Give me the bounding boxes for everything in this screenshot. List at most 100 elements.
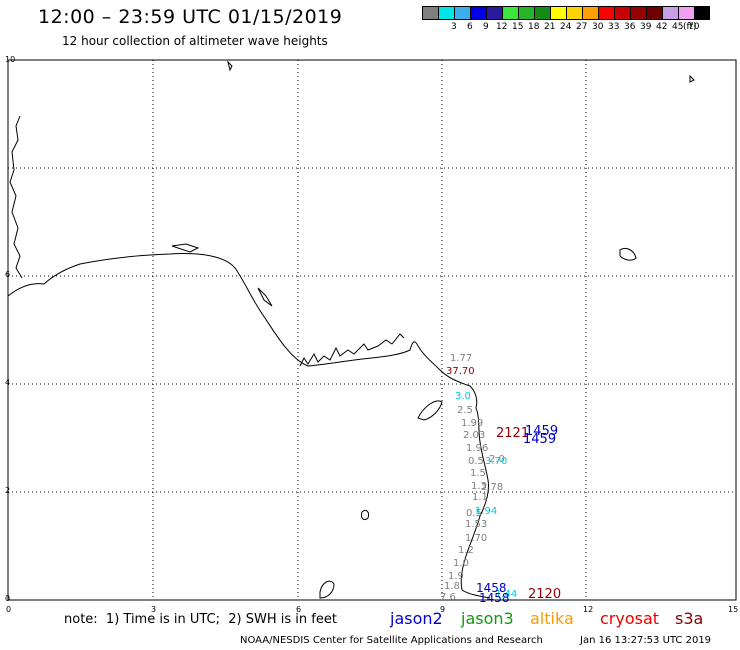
footer-note: note: 1) Time is in UTC; 2) SWH is in fe… <box>64 612 337 627</box>
credit-line: NOAA/NESDIS Center for Satellite Applica… <box>240 635 543 646</box>
island <box>319 580 335 599</box>
legend-swatch <box>486 6 502 20</box>
swh-label: 1.3 <box>471 481 487 492</box>
y-axis-labels: 0 2 4 6 10 <box>5 55 15 603</box>
satellite-s3a-label: s3a <box>675 609 704 628</box>
island <box>619 247 637 261</box>
swh-labels: 1.77 37.70 3.0 2.5 1.99 2.03 1.96 0.5 1.… <box>440 353 561 605</box>
legend-swatch <box>598 6 614 20</box>
swh-label: 1.5 <box>470 468 486 479</box>
legend-swatch <box>630 6 646 20</box>
legend-tick-label: 21 <box>544 22 556 32</box>
swh-label: 1458 <box>479 591 510 605</box>
swh-label: 1459 <box>523 432 556 447</box>
swh-label: 2.5 <box>457 405 473 416</box>
swh-label: 2.78 <box>481 482 503 493</box>
legend-swatch <box>454 6 470 20</box>
legend-swatch <box>502 6 518 20</box>
y-tick-label: 0 <box>5 594 10 603</box>
island <box>361 509 369 521</box>
legend-swatch <box>438 6 454 20</box>
swh-label: 2.0 <box>489 454 505 465</box>
legend-swatch <box>614 6 630 20</box>
x-tick-label: 15 <box>728 605 738 614</box>
satellite-jason2-label: jason2 <box>390 609 443 628</box>
x-tick-label: 9 <box>440 605 445 614</box>
swh-label: 7.6 <box>440 592 456 603</box>
satellite-altika-label: altika <box>530 609 574 628</box>
swh-label: 3.0 <box>455 391 471 402</box>
map-title: 12:00 – 23:59 UTC 01/15/2019 <box>38 6 343 28</box>
legend-tick-label: 18 <box>528 22 540 32</box>
swh-label: 1.8 <box>444 581 460 592</box>
swh-label: 1.44 <box>495 589 517 600</box>
y-tick-label: 10 <box>5 55 15 64</box>
swh-label: 1.2 <box>458 545 474 556</box>
legend-swatch <box>550 6 566 20</box>
swh-label: 1.94 <box>475 506 497 517</box>
legend-tick-label: 30 <box>592 22 604 32</box>
map-subtitle: 12 hour collection of altimeter wave hei… <box>62 34 328 48</box>
x-tick-label: 3 <box>151 605 156 614</box>
x-tick-label: 0 <box>6 605 11 614</box>
legend-tick-label: 15 <box>512 22 524 32</box>
swh-label: 1.99 <box>461 418 483 429</box>
legend-tick-label: 70 <box>688 22 700 32</box>
legend-swatch <box>694 6 710 20</box>
swh-label: 1.0 <box>453 558 469 569</box>
x-axis-labels: 0 3 6 9 12 15 <box>6 605 738 614</box>
legend-tick-label: 24 <box>560 22 572 32</box>
island <box>171 243 200 253</box>
legend-tick-label: 3 <box>451 22 457 32</box>
swh-label: 1458 <box>476 581 507 595</box>
swh-label: 0.5 <box>468 456 484 467</box>
satellite-jason3-label: jason3 <box>461 609 514 628</box>
swh-label: 1.1 <box>472 492 488 503</box>
swh-label: 1.77 <box>450 353 472 364</box>
island <box>227 60 233 72</box>
legend-swatch <box>646 6 662 20</box>
legend-unit-label: (ft) <box>683 22 697 32</box>
swh-label: 2.03 <box>463 430 485 441</box>
swh-label: 1459 <box>525 424 558 439</box>
legend-swatch <box>518 6 534 20</box>
x-tick-label: 12 <box>583 605 593 614</box>
legend-tick-label: 12 <box>496 22 508 32</box>
legend-tick-label: 27 <box>576 22 588 32</box>
satellite-cryosat-label: cryosat <box>600 609 660 628</box>
legend-swatch <box>662 6 678 20</box>
swh-label: 1.96 <box>466 443 488 454</box>
legend-tick-label: 42 <box>656 22 668 32</box>
swh-label: 2120 <box>528 587 561 602</box>
legend-tick-label: 6 <box>467 22 473 32</box>
x-tick-label: 6 <box>296 605 301 614</box>
legend-swatch <box>582 6 598 20</box>
y-tick-label: 6 <box>5 270 10 279</box>
legend-swatch <box>678 6 694 20</box>
color-legend <box>422 6 710 20</box>
legend-tick-label: 39 <box>640 22 652 32</box>
swh-label: 1.53 <box>465 519 487 530</box>
legend-swatch <box>534 6 550 20</box>
island <box>689 74 695 83</box>
coastline <box>7 253 491 599</box>
coastline-marsh <box>299 333 405 367</box>
legend-swatch <box>566 6 582 20</box>
swh-label: 1.70 <box>465 533 487 544</box>
legend-tick-label: 45 <box>672 22 684 32</box>
island <box>417 400 443 421</box>
color-legend-labels: 3 6 9 12 15 18 21 24 27 30 33 36 39 42 45 70 (ft) <box>422 22 740 34</box>
swh-label: 3.70 <box>485 456 507 467</box>
legend-swatch <box>422 6 438 20</box>
y-tick-label: 2 <box>5 486 10 495</box>
coastline-west <box>9 115 23 279</box>
y-tick-label: 4 <box>5 378 10 387</box>
legend-tick-label: 33 <box>608 22 620 32</box>
map-grid <box>8 60 736 600</box>
swh-label: 1.9 <box>448 571 464 582</box>
swh-label: 2121 <box>496 426 529 441</box>
island <box>257 287 273 307</box>
swh-label: 0.5 <box>466 508 482 519</box>
swh-label: 37.70 <box>446 366 475 377</box>
